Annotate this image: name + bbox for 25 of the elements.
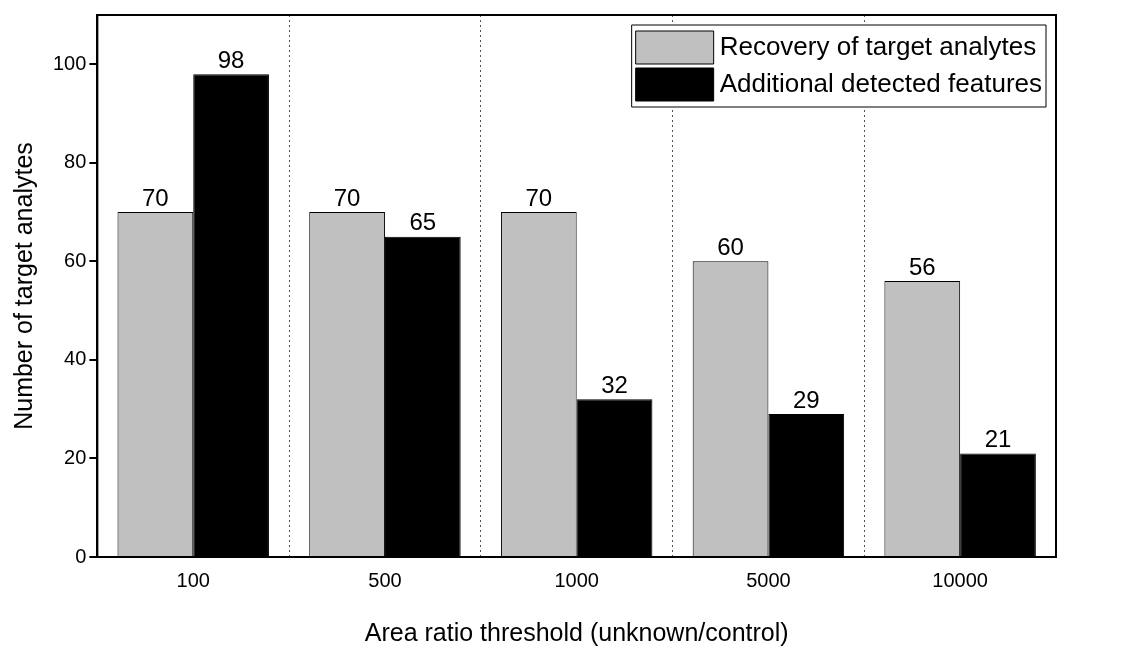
y-tick-label: 0 [75, 544, 87, 567]
y-tick-label: 20 [64, 445, 87, 468]
data-label: 65 [409, 208, 437, 236]
data-label: 32 [601, 370, 628, 398]
data-label: 70 [333, 183, 361, 211]
data-label: 70 [525, 183, 553, 211]
legend-label: Additional detected features [719, 67, 1043, 98]
y-tick-label: 100 [52, 51, 87, 74]
x-axis-title: Area ratio threshold (unknown/control) [364, 617, 789, 646]
data-label: 98 [217, 45, 245, 73]
legend-label: Recovery of target analytes [719, 30, 1037, 61]
y-axis-title: Number of target analytes [8, 142, 37, 430]
x-tick-label: 100 [176, 568, 210, 591]
data-label: 70 [142, 183, 169, 211]
x-tick-label: 500 [368, 568, 402, 591]
data-label: 21 [984, 425, 1012, 453]
y-tick-label: 60 [64, 248, 87, 271]
x-tick-label: 5000 [746, 568, 791, 591]
data-label: 60 [717, 232, 744, 260]
y-tick-label: 80 [64, 150, 87, 173]
data-label: 56 [908, 252, 936, 280]
x-tick-label: 10000 [932, 568, 988, 591]
x-tick-label: 1000 [554, 568, 599, 591]
data-label: 29 [792, 385, 820, 413]
y-tick-label: 40 [64, 347, 87, 370]
